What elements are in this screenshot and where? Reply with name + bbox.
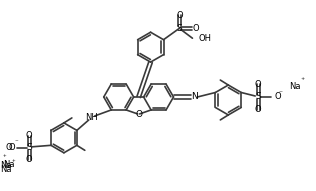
Text: ⁺: ⁺ — [11, 160, 15, 166]
Text: O: O — [5, 143, 12, 152]
Text: O: O — [255, 79, 262, 89]
Text: S: S — [177, 24, 182, 33]
Text: ⁺: ⁺ — [300, 76, 304, 85]
Text: O: O — [274, 92, 281, 101]
Text: O: O — [26, 155, 32, 164]
Text: O: O — [26, 131, 32, 140]
Text: Na: Na — [0, 165, 12, 174]
Text: ⁺: ⁺ — [2, 155, 6, 161]
Text: O: O — [135, 110, 142, 119]
Text: Na: Na — [3, 160, 15, 169]
Text: O: O — [255, 105, 262, 114]
Text: S: S — [26, 143, 32, 152]
Text: Na: Na — [0, 161, 12, 170]
Text: S: S — [255, 92, 261, 101]
Text: ⁻: ⁻ — [278, 88, 282, 98]
Text: OH: OH — [198, 34, 211, 43]
Text: O: O — [192, 24, 199, 33]
Text: Na: Na — [289, 82, 301, 91]
Text: O: O — [9, 143, 15, 152]
Text: NH: NH — [85, 113, 98, 122]
Text: ⁻: ⁻ — [14, 139, 18, 145]
Text: N: N — [191, 92, 198, 101]
Text: O: O — [176, 11, 183, 20]
